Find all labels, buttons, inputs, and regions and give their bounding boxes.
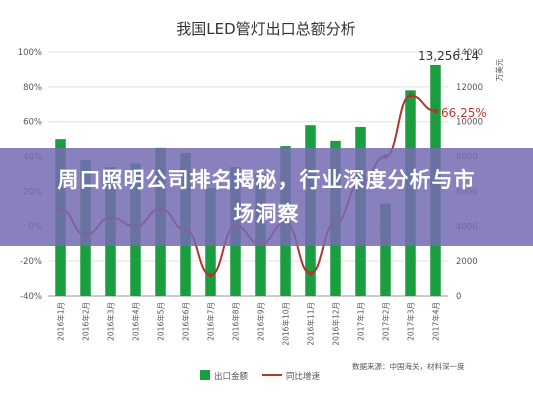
x-tick-label: 2016年11月 <box>306 302 316 346</box>
x-tick-label: 2016年8月 <box>231 302 241 341</box>
left-tick-label: 60% <box>23 118 42 128</box>
right-tick-label: 0 <box>456 292 461 302</box>
x-tick-label: 2016年6月 <box>181 302 191 341</box>
x-tick-label: 2017年1月 <box>356 302 366 341</box>
x-tick-label: 2016年2月 <box>81 302 91 341</box>
growth-point <box>408 93 413 98</box>
last-growth-label: 66.25% <box>441 106 487 120</box>
title-banner: 周口照明公司排名揭秘，行业深度分析与市场洞察 <box>0 148 533 246</box>
left-tick-label: -20% <box>20 257 42 267</box>
x-tick-label: 2016年9月 <box>256 302 266 341</box>
chart-title: 我国LED管灯出口总额分析 <box>176 20 355 38</box>
growth-point <box>433 108 438 114</box>
right-tick-label: 12000 <box>456 83 483 93</box>
right-tick-label: 14000 <box>456 48 483 58</box>
bar <box>380 203 391 296</box>
right-axis-unit: 万美元 <box>494 58 504 81</box>
legend: 出口金额 同比增速 <box>200 370 321 382</box>
x-axis: 2016年1月 2016年2月 2016年3月 2016年4月 2016年5月 2016年… <box>56 302 441 346</box>
x-tick-label: 2016年4月 <box>131 302 141 341</box>
last-bar-value-label: 13,256.14 <box>418 49 479 63</box>
legend-line-label: 同比增速 <box>286 371 321 382</box>
x-tick-label: 2016年7月 <box>206 302 216 341</box>
left-tick-label: 100% <box>18 48 42 58</box>
x-tick-label: 2016年5月 <box>156 302 166 341</box>
growth-point <box>308 271 313 276</box>
x-tick-label: 2017年2月 <box>381 302 391 341</box>
growth-point <box>208 272 213 278</box>
x-tick-label: 2017年4月 <box>431 302 441 341</box>
x-tick-label: 2017年3月 <box>406 302 416 341</box>
left-tick-label: -40% <box>20 292 42 302</box>
x-tick-label: 2016年12月 <box>331 302 341 346</box>
x-tick-label: 2016年1月 <box>56 302 66 341</box>
legend-bar-label: 出口金额 <box>214 371 249 382</box>
x-tick-label: 2016年3月 <box>106 302 116 341</box>
x-tick-label: 2016年10月 <box>281 302 291 346</box>
legend-bar-swatch <box>200 370 210 380</box>
left-tick-label: 80% <box>23 83 42 93</box>
right-tick-label: 10000 <box>456 118 483 128</box>
banner-text: 周口照明公司排名揭秘，行业深度分析与市场洞察 <box>57 168 476 226</box>
right-tick-label: 2000 <box>456 257 478 267</box>
source-note: 数据来源：中国海关，材料深一度 <box>352 361 465 371</box>
